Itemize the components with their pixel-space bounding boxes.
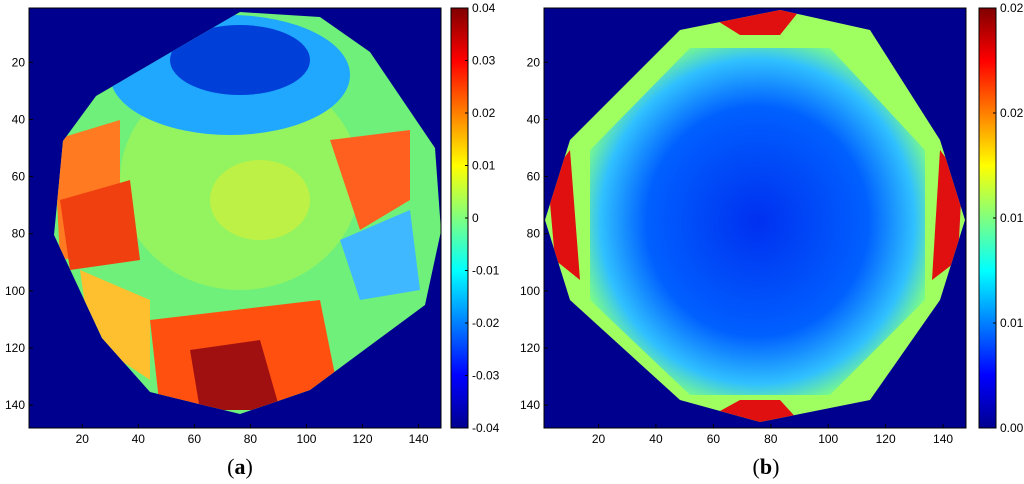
x-tick-label-b-0: 20 xyxy=(592,432,606,446)
colorbar-tick-label-a-2: 0.02 xyxy=(472,106,496,120)
colorbar-tick-label-a-4: 0 xyxy=(472,211,479,225)
x-tick-label-a-3: 80 xyxy=(244,432,258,446)
y-tick-label-a-3: 80 xyxy=(12,227,26,241)
y-tick-label-b-6: 140 xyxy=(520,398,540,412)
x-tick-label-b-1: 40 xyxy=(649,432,663,446)
y-tick-label-b-1: 40 xyxy=(527,112,541,126)
y-tick-label-a-5: 120 xyxy=(5,341,25,355)
heatmap-a-field xyxy=(54,12,441,414)
y-tick-label-b-0: 20 xyxy=(527,55,541,69)
colorbar-tick-label-a-7: -0.03 xyxy=(472,369,500,383)
colorbar-tick-label-a-3: 0.01 xyxy=(472,159,496,173)
x-tick-label-b-6: 140 xyxy=(933,432,953,446)
x-tick-label-b-5: 120 xyxy=(876,432,896,446)
colorbar-tick-label-a-8: -0.04 xyxy=(472,421,500,435)
y-tick-label-a-0: 20 xyxy=(12,55,26,69)
heatmap-b-frame xyxy=(543,7,967,429)
y-tick-label-a-4: 100 xyxy=(5,284,25,298)
colorbar-a: 0.04 0.03 0.02 0.01 0 -0.01 -0.02 -0.03 -0.04 xyxy=(450,1,500,435)
colorbar-tick-label-b-4: 0.005 xyxy=(1000,421,1024,435)
x-tick-label-a-5: 120 xyxy=(353,432,373,446)
colorbar-tick-label-a-5: -0.01 xyxy=(472,264,500,278)
caption-b: (b) xyxy=(753,454,780,479)
colorbar-tick-label-a-6: -0.02 xyxy=(472,316,500,330)
x-tick-label-a-1: 40 xyxy=(132,432,146,446)
colorbar-b: 0.025 0.02 0.015 0.01 0.005 xyxy=(978,1,1024,435)
x-tick-label-a-4: 100 xyxy=(296,432,316,446)
y-tick-label-a-1: 40 xyxy=(12,112,26,126)
colorbar-tick-label-a-1: 0.03 xyxy=(472,54,496,68)
x-tick-label-a-2: 60 xyxy=(188,432,202,446)
y-tick-label-a-6: 140 xyxy=(5,398,25,412)
x-tick-label-a-0: 20 xyxy=(76,432,90,446)
heatmap-a: 20 40 60 80 100 120 140 20 40 60 80 100 120 140 xyxy=(5,7,442,446)
heatmap-a-frame xyxy=(28,7,442,429)
caption-a: (a) xyxy=(227,454,253,479)
x-tick-label-b-3: 80 xyxy=(764,432,778,446)
y-tick-label-b-5: 120 xyxy=(520,341,540,355)
x-tick-label-b-4: 100 xyxy=(818,432,838,446)
colorbar-tick-label-a-0: 0.04 xyxy=(472,1,496,15)
y-tick-label-b-2: 60 xyxy=(527,170,541,184)
y-tick-label-b-3: 80 xyxy=(527,227,541,241)
x-tick-label-a-6: 140 xyxy=(409,432,429,446)
y-tick-label-a-2: 60 xyxy=(12,170,26,184)
y-tick-label-b-4: 100 xyxy=(520,284,540,298)
colorbar-tick-label-b-0: 0.025 xyxy=(1000,1,1024,15)
heatmap-b: 20 40 60 80 100 120 140 20 40 60 80 100 120 140 xyxy=(520,7,967,446)
colorbar-tick-label-b-1: 0.02 xyxy=(1000,106,1024,120)
colorbar-tick-label-b-3: 0.01 xyxy=(1000,316,1024,330)
colorbar-tick-label-b-2: 0.015 xyxy=(1000,211,1024,225)
x-tick-label-b-2: 60 xyxy=(707,432,721,446)
